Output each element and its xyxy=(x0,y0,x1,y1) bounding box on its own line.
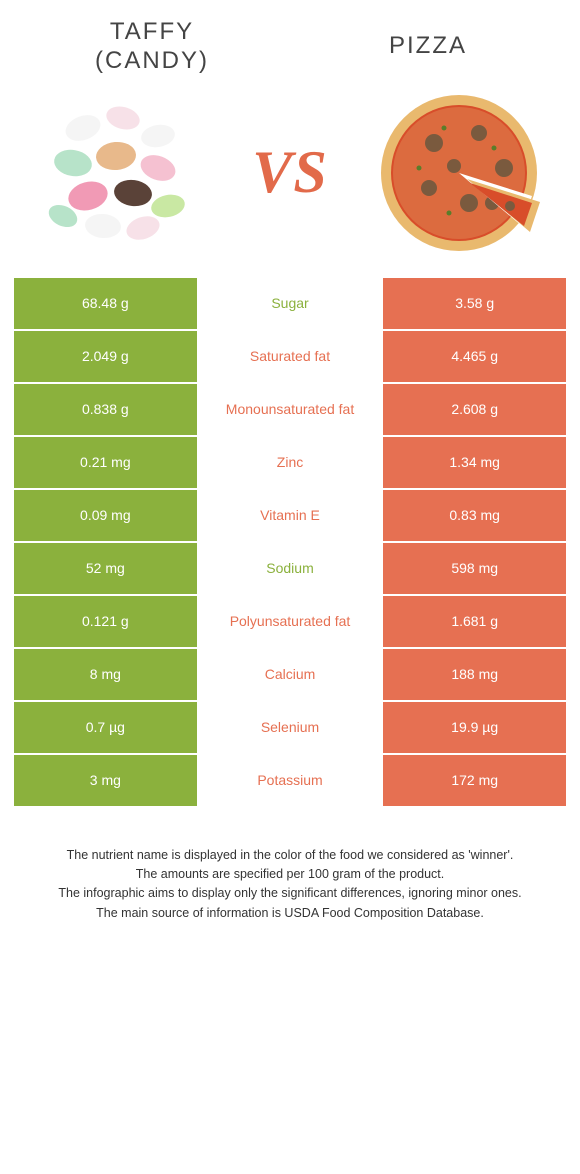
food-left-title: Taffy (candy) xyxy=(14,18,290,76)
cell-nutrient-label: Monounsaturated fat xyxy=(199,384,382,435)
table-row: 0.21 mgZinc1.34 mg xyxy=(14,437,566,488)
cell-right-value: 1.34 mg xyxy=(383,437,566,488)
food-right-name: Pizza xyxy=(389,32,467,59)
cell-nutrient-label: Sugar xyxy=(199,278,382,329)
cell-left-value: 0.121 g xyxy=(14,596,197,647)
cell-nutrient-label: Potassium xyxy=(199,755,382,806)
cell-right-value: 3.58 g xyxy=(383,278,566,329)
cell-right-value: 1.681 g xyxy=(383,596,566,647)
cell-right-value: 4.465 g xyxy=(383,331,566,382)
cell-left-value: 52 mg xyxy=(14,543,197,594)
cell-nutrient-label: Vitamin E xyxy=(199,490,382,541)
cell-nutrient-label: Sodium xyxy=(199,543,382,594)
food-left-image xyxy=(28,88,208,258)
food-right-image xyxy=(372,88,552,258)
cell-right-value: 172 mg xyxy=(383,755,566,806)
cell-left-value: 2.049 g xyxy=(14,331,197,382)
footer-notes: The nutrient name is displayed in the co… xyxy=(14,846,566,924)
cell-left-value: 0.09 mg xyxy=(14,490,197,541)
table-row: 0.121 gPolyunsaturated fat1.681 g xyxy=(14,596,566,647)
cell-right-value: 0.83 mg xyxy=(383,490,566,541)
cell-left-value: 8 mg xyxy=(14,649,197,700)
vs-label: VS xyxy=(252,138,327,207)
food-right-title: Pizza xyxy=(290,32,566,61)
cell-left-value: 0.21 mg xyxy=(14,437,197,488)
cell-nutrient-label: Saturated fat xyxy=(199,331,382,382)
cell-right-value: 2.608 g xyxy=(383,384,566,435)
cell-left-value: 68.48 g xyxy=(14,278,197,329)
header-titles: Taffy (candy) Pizza xyxy=(14,18,566,76)
table-row: 8 mgCalcium188 mg xyxy=(14,649,566,700)
cell-right-value: 19.9 µg xyxy=(383,702,566,753)
table-row: 68.48 gSugar3.58 g xyxy=(14,278,566,329)
comparison-table: 68.48 gSugar3.58 g2.049 gSaturated fat4.… xyxy=(14,278,566,806)
table-row: 2.049 gSaturated fat4.465 g xyxy=(14,331,566,382)
table-row: 52 mgSodium598 mg xyxy=(14,543,566,594)
food-left-name-line1: Taffy xyxy=(110,18,194,45)
table-row: 0.7 µgSelenium19.9 µg xyxy=(14,702,566,753)
cell-right-value: 188 mg xyxy=(383,649,566,700)
cell-left-value: 0.838 g xyxy=(14,384,197,435)
table-row: 0.838 gMonounsaturated fat2.608 g xyxy=(14,384,566,435)
cell-right-value: 598 mg xyxy=(383,543,566,594)
cell-left-value: 3 mg xyxy=(14,755,197,806)
table-row: 0.09 mgVitamin E0.83 mg xyxy=(14,490,566,541)
cell-nutrient-label: Polyunsaturated fat xyxy=(199,596,382,647)
cell-nutrient-label: Zinc xyxy=(199,437,382,488)
cell-nutrient-label: Calcium xyxy=(199,649,382,700)
footer-line: The amounts are specified per 100 gram o… xyxy=(32,865,548,884)
cell-left-value: 0.7 µg xyxy=(14,702,197,753)
footer-line: The nutrient name is displayed in the co… xyxy=(32,846,548,865)
table-row: 3 mgPotassium172 mg xyxy=(14,755,566,806)
images-row: VS xyxy=(14,88,566,258)
footer-line: The main source of information is USDA F… xyxy=(32,904,548,923)
cell-nutrient-label: Selenium xyxy=(199,702,382,753)
footer-line: The infographic aims to display only the… xyxy=(32,884,548,903)
food-left-name-line2: (candy) xyxy=(95,47,209,74)
